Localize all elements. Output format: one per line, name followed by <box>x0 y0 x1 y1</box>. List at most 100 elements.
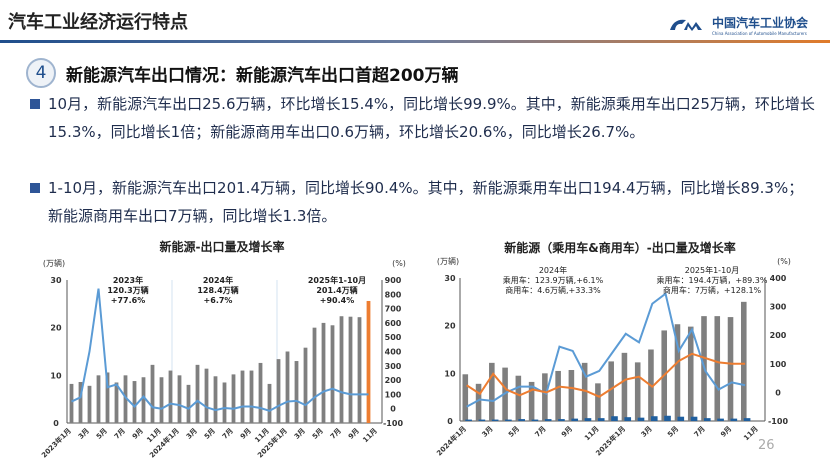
bar <box>303 347 308 423</box>
y2-tick-label: 800 <box>385 290 402 299</box>
bar <box>475 383 482 421</box>
bar <box>634 362 641 421</box>
commercial-bar <box>531 419 539 421</box>
bar <box>276 359 281 423</box>
y2-tick-label: -100 <box>768 417 788 426</box>
bar <box>294 361 299 423</box>
annotation-text: 乘用车：194.4万辆，+89.3% <box>656 275 767 285</box>
bar <box>674 324 681 421</box>
y2-tick-label: 100 <box>770 360 787 369</box>
commercial-bar <box>558 419 565 421</box>
y-tick-label: 30 <box>444 274 456 283</box>
bar <box>542 373 548 421</box>
y-axis-unit: (万辆) <box>437 256 459 266</box>
y2-axis-unit: (%) <box>777 257 791 266</box>
orange-growth-line <box>466 352 746 398</box>
caam-logo-icon <box>670 19 702 31</box>
commercial-bar <box>478 419 486 421</box>
commercial-bar <box>730 418 738 421</box>
bar <box>727 317 734 421</box>
annotation-text: 128.4万辆 <box>197 285 238 295</box>
y2-tick-label: 900 <box>385 276 402 285</box>
bar <box>186 384 191 423</box>
x-tick-label: 9月 <box>131 427 145 441</box>
bar <box>258 362 263 423</box>
annotation-text: 2023年 <box>113 275 143 285</box>
bar <box>330 325 335 423</box>
y2-tick-label: 200 <box>770 331 787 340</box>
bar <box>366 300 371 423</box>
y2-tick-label: 400 <box>770 274 787 283</box>
bar <box>123 375 128 423</box>
annotation-text: 商用车：7万辆，+128.1% <box>663 285 762 295</box>
y2-tick-label: 500 <box>385 333 402 342</box>
commercial-bar <box>571 418 579 421</box>
y-tick-label: 0 <box>53 419 59 428</box>
annotation-text: 2025年1-10月 <box>685 265 740 275</box>
blue-growth-line <box>466 292 746 408</box>
x-tick-label: 7月 <box>329 427 343 441</box>
bar <box>132 381 137 423</box>
x-tick-label: 5月 <box>507 425 521 439</box>
y2-tick-label: 100 <box>385 390 402 399</box>
bar <box>339 316 344 423</box>
bar <box>96 375 101 423</box>
bar <box>357 317 362 423</box>
bar <box>105 372 110 423</box>
commercial-bar <box>664 415 671 421</box>
bar <box>595 383 601 421</box>
chart-title: 新能源-出口量及增长率 <box>160 239 285 254</box>
commercial-bar <box>611 416 618 421</box>
bar <box>240 370 245 423</box>
x-tick-label: 2023年1月 <box>39 426 72 459</box>
chart-title: 新能源（乘用车&商用车）-出口量及增长率 <box>504 240 735 255</box>
commercial-bar <box>637 417 645 421</box>
bar <box>231 374 236 423</box>
bar <box>489 362 495 421</box>
y-tick-label: 0 <box>447 417 453 426</box>
annotation-text: +6.7% <box>204 296 233 305</box>
y2-tick-label: 0 <box>390 405 396 414</box>
bar <box>714 316 721 421</box>
header-divider <box>0 40 830 43</box>
bar <box>213 376 218 423</box>
section-title: 新能源汽车出口情况：新能源汽车出口首超200万辆 <box>66 65 459 86</box>
bar <box>114 382 119 423</box>
bar <box>462 374 469 421</box>
y2-tick-label: 600 <box>385 319 402 328</box>
annotation-text: 120.3万辆 <box>107 285 148 295</box>
bar <box>150 364 155 423</box>
y2-tick-label: 0 <box>775 388 781 397</box>
logo-subtext: China Association of Automobile Manufact… <box>712 31 807 36</box>
bar <box>285 351 290 423</box>
y-tick-label: 30 <box>50 276 62 285</box>
section-number: 4 <box>26 58 56 88</box>
bar <box>177 375 182 423</box>
page-number: 26 <box>758 438 775 453</box>
x-tick-label: 11月 <box>361 427 379 445</box>
x-tick-label: 3月 <box>640 425 654 439</box>
x-tick-label: 5月 <box>666 425 680 439</box>
bar <box>568 369 575 421</box>
commercial-bar <box>704 418 711 421</box>
slide-title: 汽车工业经济运行特点 <box>8 12 188 33</box>
y2-tick-label: 200 <box>385 376 402 385</box>
x-tick-label: 7月 <box>113 427 127 441</box>
x-tick-label: 9月 <box>560 425 574 439</box>
bar <box>348 316 353 423</box>
bar <box>528 381 535 421</box>
bar <box>555 370 561 421</box>
x-tick-label: 5月 <box>203 427 217 441</box>
bar <box>141 377 146 423</box>
x-tick-label: 2024年1月 <box>435 424 468 457</box>
y2-tick-label: 400 <box>385 348 402 357</box>
bar <box>87 385 92 423</box>
commercial-bar <box>584 418 592 421</box>
bar <box>312 327 317 423</box>
bullet-1: 10月，新能源汽车出口25.6万辆，环比增长15.4%，同比增长99.9%。其中… <box>28 90 818 146</box>
y2-tick-label: -100 <box>383 419 403 428</box>
section-heading: 4 新能源汽车出口情况：新能源汽车出口首超200万辆 <box>26 58 459 88</box>
bar <box>168 370 173 423</box>
annotation-text: 乘用车：123.9万辆,+6.1% <box>503 275 604 285</box>
annotation-text: 商用车：4.6万辆,+33.3% <box>505 285 601 295</box>
